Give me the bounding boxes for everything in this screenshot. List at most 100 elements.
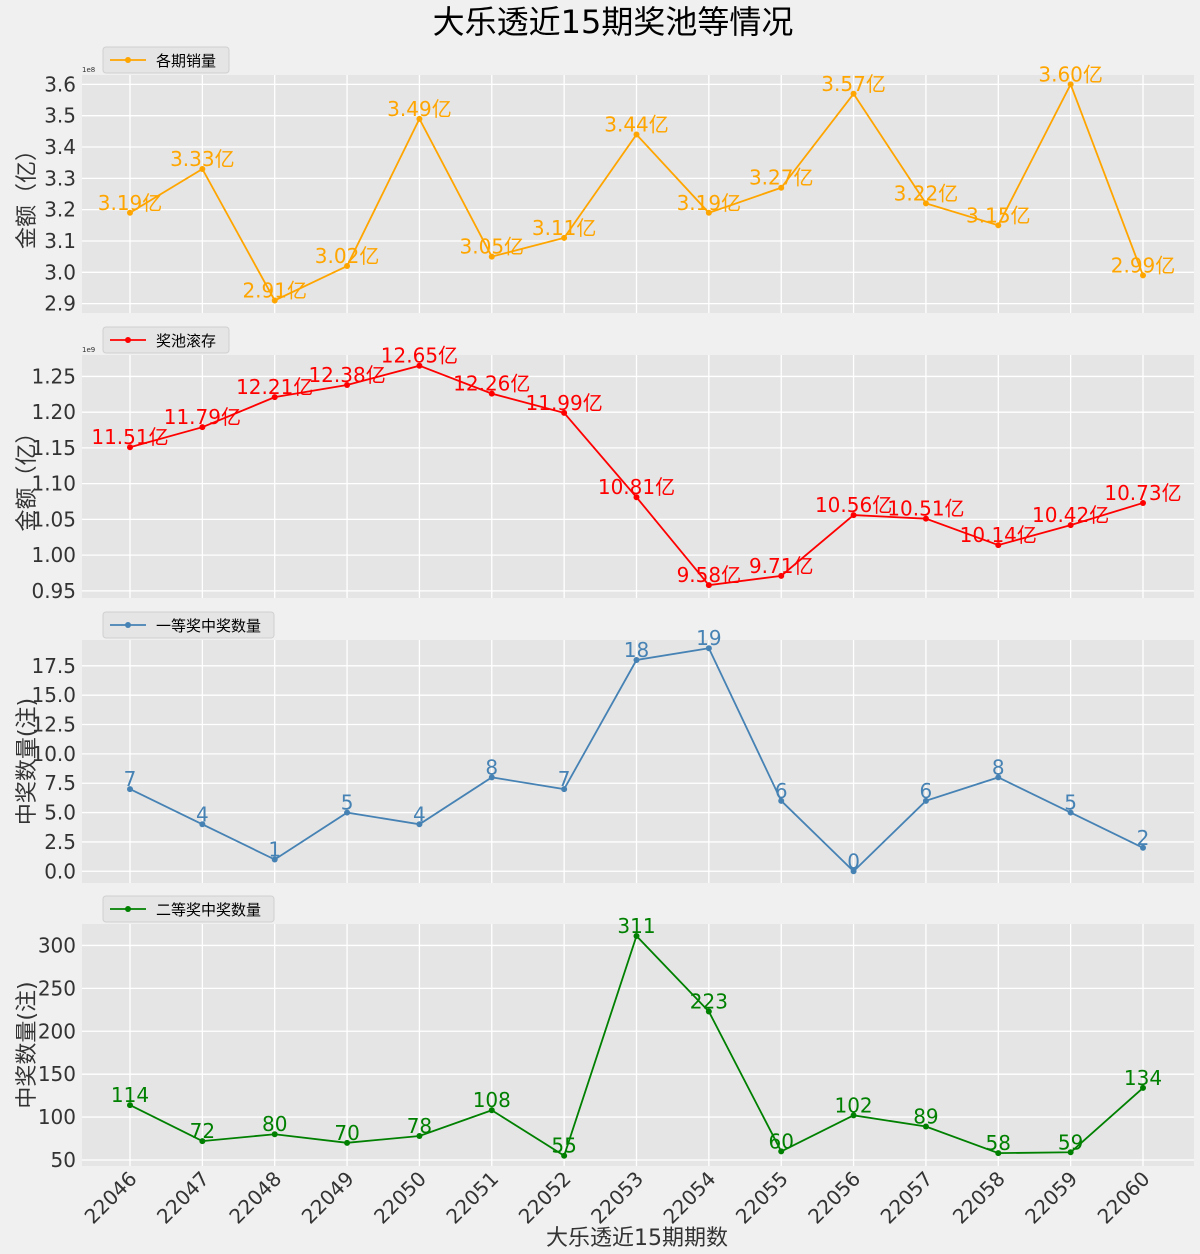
x-tick-label: 22048: [224, 1167, 286, 1229]
plot-area: [82, 75, 1194, 313]
data-label: 11.51亿: [91, 425, 168, 449]
x-tick-label: 22050: [369, 1167, 431, 1229]
x-tick-label: 22056: [803, 1167, 865, 1229]
data-label: 3.49亿: [387, 97, 452, 121]
y-tick-label: 1.20: [31, 400, 76, 424]
data-point: [127, 209, 133, 216]
y-tick-label: 3.6: [44, 72, 76, 96]
x-tick-label: 22052: [514, 1167, 576, 1229]
data-point: [778, 797, 785, 804]
plot-area: [82, 355, 1194, 598]
y-tick-label: 2.9: [44, 292, 76, 316]
data-label: 59: [1058, 1130, 1083, 1154]
y-tick-label: 3.5: [44, 104, 76, 128]
data-label: 1: [268, 838, 281, 862]
data-label: 72: [190, 1119, 215, 1143]
data-point: [271, 297, 278, 304]
y-tick-label: 17.5: [31, 654, 76, 678]
axis-multiplier: 1e8: [82, 66, 95, 74]
legend-marker: [125, 622, 131, 628]
data-point: [488, 253, 495, 260]
data-point: [995, 774, 1002, 781]
y-tick-label: 250: [38, 976, 76, 1000]
data-label: 4: [413, 802, 426, 826]
data-point: [488, 774, 495, 781]
data-point: [127, 444, 133, 451]
data-label: 12.26亿: [453, 372, 530, 396]
data-label: 11.99亿: [526, 391, 603, 415]
data-label: 3.60亿: [1038, 62, 1103, 86]
data-label: 2: [1137, 826, 1150, 850]
panel-1: 2.9 3.0 3.1 3.2 3.3 3.4 3.5 3.6 1e8 金额（亿） 3.19亿 3.3…: [15, 46, 1194, 316]
y-tick-label: 3.2: [44, 198, 76, 222]
data-label: 3.57亿: [821, 72, 886, 96]
data-point: [127, 786, 133, 793]
y-tick-label: 200: [38, 1019, 76, 1043]
data-point: [922, 1123, 929, 1130]
legend-marker: [125, 906, 131, 912]
legend-box: [102, 326, 230, 354]
data-label: 7: [558, 767, 571, 791]
data-label: 5: [1064, 791, 1077, 815]
y-tick-label: 300: [38, 933, 76, 957]
legend-label: 奖池滚存: [156, 332, 216, 350]
data-point: [705, 582, 712, 589]
data-point: [344, 809, 351, 816]
data-point: [344, 1139, 351, 1146]
data-label: 10.73亿: [1104, 481, 1181, 505]
legend: 各期销量: [102, 46, 230, 74]
y-tick-label: 10.0: [31, 742, 76, 766]
data-point: [561, 409, 568, 416]
data-label: 9.58亿: [677, 563, 742, 587]
data-point: [488, 1107, 495, 1114]
data-label: 3.44亿: [604, 113, 669, 137]
x-tick-label: 22051: [441, 1167, 503, 1229]
data-label: 10.14亿: [960, 523, 1037, 547]
data-label: 3.05亿: [460, 235, 525, 259]
data-label: 2.99亿: [1111, 253, 1176, 277]
data-label: 10.81亿: [598, 475, 675, 499]
data-label: 12.38亿: [308, 363, 385, 387]
y-tick-label: 3.0: [44, 260, 76, 284]
data-point: [778, 572, 785, 579]
data-point: [705, 645, 712, 652]
data-label: 60: [768, 1129, 793, 1153]
y-tick-label: 1.10: [31, 472, 76, 496]
y-tick-label: 2.5: [44, 830, 76, 854]
data-point: [561, 1152, 568, 1159]
y-tick-label: 15.0: [31, 683, 76, 707]
data-label: 9.71亿: [749, 554, 814, 578]
legend-box: [102, 895, 275, 923]
y-tick-label: 3.3: [44, 166, 76, 190]
data-label: 5: [341, 791, 354, 815]
x-axis-label: 大乐透近15期期数: [546, 1226, 728, 1251]
data-point: [705, 1008, 712, 1015]
y-tick-label: 1.05: [31, 507, 76, 531]
data-point: [416, 115, 423, 122]
data-point: [416, 1132, 423, 1139]
data-point: [1067, 1149, 1074, 1156]
data-label: 19: [696, 626, 721, 650]
data-point: [850, 1112, 857, 1119]
legend: 一等奖中奖数量: [102, 611, 275, 639]
x-tick-label: 22053: [586, 1167, 648, 1229]
plot-area: [82, 924, 1194, 1166]
y-tick-label: 0.0: [44, 859, 76, 883]
panel-2: 0.95 1.00 1.05 1.10 1.15 1.20 1.25 1e9 金额（亿） 11.5…: [15, 326, 1194, 603]
data-point: [1067, 809, 1074, 816]
y-tick-label: 12.5: [31, 713, 76, 737]
data-point: [199, 424, 206, 431]
data-label: 8: [992, 755, 1005, 779]
data-point: [922, 515, 929, 522]
data-point: [344, 382, 351, 389]
legend-marker: [125, 337, 131, 343]
data-label: 10.51亿: [887, 497, 964, 521]
x-tick-label: 22057: [876, 1167, 938, 1229]
data-label: 108: [473, 1088, 511, 1112]
panel-3: 0.0 2.5 5.0 7.5 10.0 12.5 15.0 17.5 中奖数量(注) 7 4 1 5 4…: [15, 611, 1194, 883]
data-label: 89: [913, 1105, 938, 1129]
data-label: 0: [847, 849, 860, 873]
data-label: 6: [775, 779, 788, 803]
data-label: 12.21亿: [236, 375, 313, 399]
y-tick-label: 3.1: [44, 229, 76, 253]
